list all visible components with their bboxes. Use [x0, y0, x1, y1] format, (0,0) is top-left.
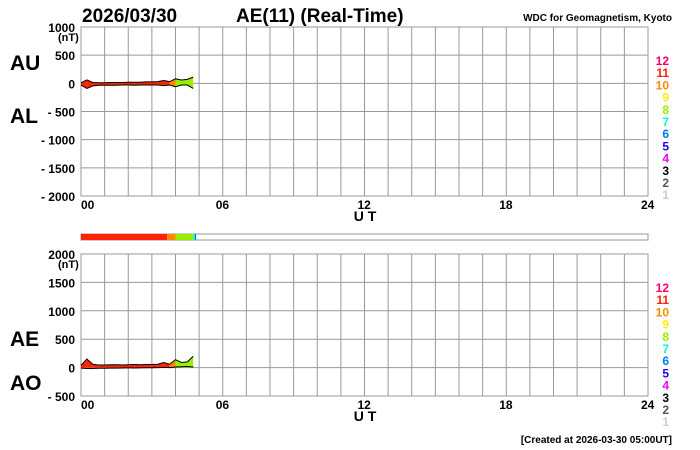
area-segment [169, 359, 176, 368]
station-count-legend-item: 5 [662, 366, 669, 380]
area-segment [169, 78, 176, 87]
y-tick-label: - 500 [48, 106, 76, 120]
area-segment [134, 82, 141, 86]
area-segment [140, 81, 146, 86]
x-tick-label: 18 [499, 198, 513, 212]
x-axis-label: U T [354, 408, 377, 424]
series-label: AE [10, 328, 39, 351]
station-count-legend-item: 9 [662, 91, 669, 105]
station-count-legend-item: 9 [662, 318, 669, 332]
x-tick-label: 24 [641, 398, 655, 412]
area-segment [98, 365, 105, 368]
station-count-legend-item: 7 [662, 115, 669, 129]
unit-label: (nT) [58, 32, 79, 44]
station-count-bar-segment [194, 234, 197, 240]
y-tick-label: - 500 [48, 390, 76, 404]
station-count-legend-item: 7 [662, 342, 669, 356]
chart-title: AE(11) (Real-Time) [236, 6, 404, 27]
station-count-legend-item: 3 [662, 164, 669, 178]
y-tick-label: - 1500 [41, 162, 75, 176]
x-tick-label: 06 [216, 198, 230, 212]
station-count-legend-item: 11 [656, 66, 669, 80]
station-count-legend-item: 3 [662, 391, 669, 405]
area-segment [110, 82, 117, 86]
y-tick-label: 1500 [48, 276, 75, 290]
area-segment [98, 82, 105, 86]
station-count-legend-item: 6 [662, 354, 669, 368]
y-tick-label: 1000 [48, 21, 75, 35]
area-segment [175, 78, 182, 87]
x-tick-label: 00 [81, 398, 95, 412]
station-count-legend-item: 12 [656, 54, 670, 68]
station-count-legend-item: 5 [662, 139, 669, 153]
y-tick-label: 0 [68, 77, 75, 91]
area-segment [86, 359, 93, 368]
station-count-bar-segment [81, 234, 168, 240]
x-tick-label: 06 [216, 398, 230, 412]
series-line-al [80, 84, 194, 89]
series-label: AU [10, 52, 40, 75]
area-segment [128, 364, 135, 368]
plot-frame [80, 26, 649, 197]
y-tick-label: - 2000 [41, 190, 75, 204]
station-count-legend-item: 10 [656, 78, 670, 92]
series-line-au [80, 76, 194, 84]
station-count-legend-item: 11 [656, 293, 669, 307]
x-tick-label: 12 [358, 198, 372, 212]
station-count-legend-item: 4 [662, 379, 669, 393]
area-segment [110, 364, 117, 368]
x-tick-label: 00 [81, 198, 95, 212]
series-label: AO [10, 372, 42, 395]
source-label: WDC for Geomagnetism, Kyoto [523, 13, 672, 24]
x-tick-label: 18 [499, 398, 513, 412]
series-line-ao [80, 365, 194, 369]
station-count-legend-item: 8 [662, 103, 669, 117]
date-label: 2026/03/30 [82, 6, 177, 27]
station-count-legend-item: 1 [662, 188, 669, 202]
x-tick-label: 24 [641, 198, 655, 212]
station-count-bar-segment [175, 234, 194, 240]
area-segment [145, 81, 152, 86]
area-segment [187, 356, 194, 368]
area-segment [181, 79, 188, 86]
station-count-legend-item: 1 [662, 415, 669, 429]
station-count-legend-item: 2 [662, 403, 669, 417]
plot-frame [80, 253, 649, 397]
y-tick-label: 2000 [48, 248, 75, 262]
station-count-legend-item: 10 [656, 305, 670, 319]
unit-label: (nT) [58, 259, 79, 271]
station-count-legend-item: 12 [656, 281, 670, 295]
y-tick-label: - 1000 [41, 134, 75, 148]
series-line-ae [80, 355, 194, 366]
area-segment [128, 82, 135, 86]
series-label: AL [10, 105, 38, 128]
area-segment [145, 364, 152, 368]
area-segment [175, 359, 182, 368]
y-tick-label: 500 [55, 333, 75, 347]
station-count-legend-item: 2 [662, 176, 669, 190]
x-axis-label: U T [354, 208, 377, 224]
station-count-legend-item: 4 [662, 152, 669, 166]
created-label: [Created at 2026-03-30 05:00UT] [521, 435, 672, 446]
x-tick-label: 12 [358, 398, 372, 412]
y-tick-label: 500 [55, 49, 75, 63]
y-tick-label: 1000 [48, 305, 75, 319]
station-count-legend-item: 8 [662, 330, 669, 344]
station-count-bar-segment [167, 234, 176, 240]
station-count-legend-item: 6 [662, 127, 669, 141]
area-segment [151, 81, 158, 86]
y-tick-label: 0 [68, 362, 75, 376]
area-segment [134, 364, 141, 368]
area-segment [151, 364, 158, 368]
area-segment [140, 364, 146, 368]
station-count-bar-segment [193, 234, 195, 240]
